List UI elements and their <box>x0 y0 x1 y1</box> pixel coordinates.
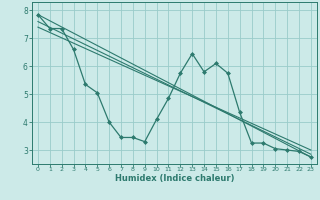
X-axis label: Humidex (Indice chaleur): Humidex (Indice chaleur) <box>115 174 234 183</box>
